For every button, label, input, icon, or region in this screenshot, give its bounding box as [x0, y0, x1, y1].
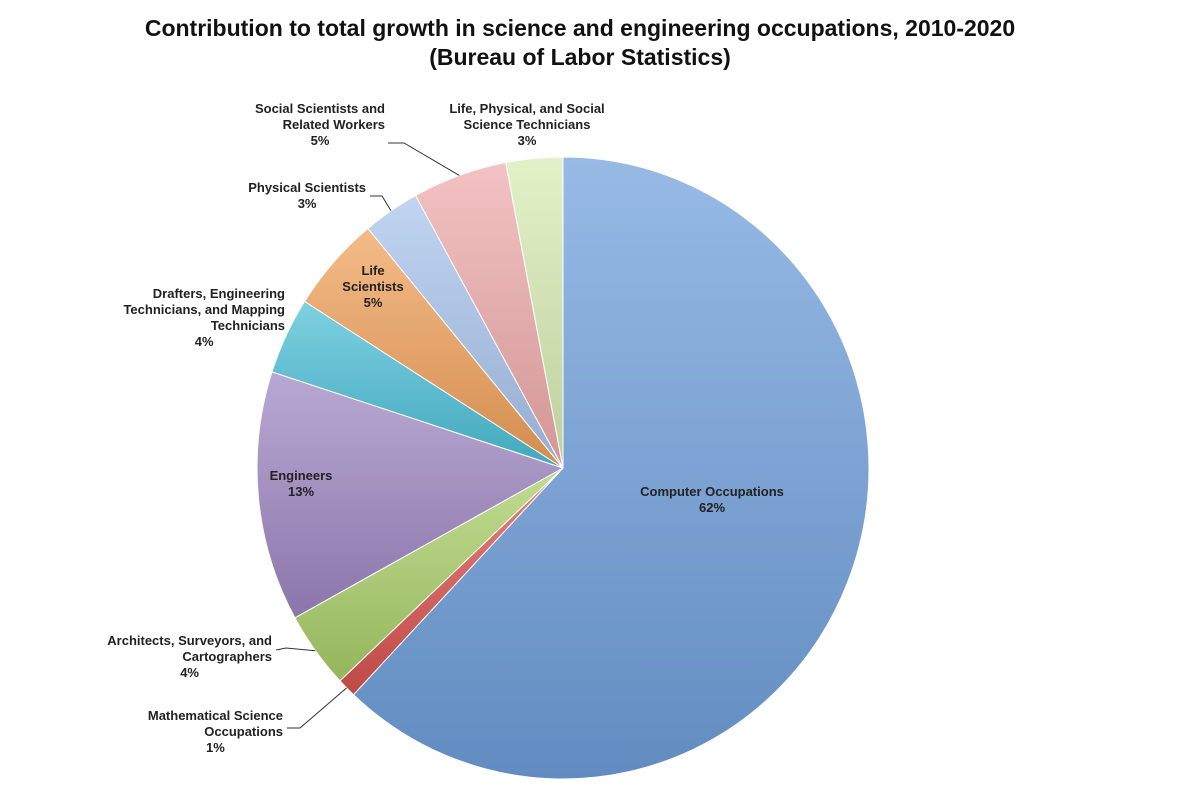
- slice-label-3: Engineers 13%: [270, 468, 333, 499]
- slice-label-line: Related Workers: [283, 117, 385, 132]
- slices-layer: [256, 156, 870, 780]
- slice-label-line: Cartographers: [182, 649, 272, 664]
- slice-percent: 3%: [298, 196, 317, 211]
- slice-label-7: Social Scientists and Related Workers 5%: [255, 101, 385, 148]
- slice-label-line: Physical Scientists: [248, 180, 366, 195]
- leader-line-2: [275, 647, 316, 652]
- slice-label-line: Occupations: [204, 724, 283, 739]
- slice-label-line: Life, Physical, and Social: [449, 101, 604, 116]
- leader-line-7: [388, 142, 460, 176]
- slice-percent: 4%: [180, 665, 199, 680]
- chart-subtitle: (Bureau of Labor Statistics): [429, 44, 731, 70]
- slice-label-8: Life, Physical, and Social Science Techni…: [449, 101, 604, 148]
- labels-layer: Computer Occupations 62% Mathematical Scie…: [107, 101, 784, 755]
- slice-label-line: Technicians: [211, 318, 285, 333]
- slice-percent: 3%: [518, 133, 537, 148]
- slice-label-2: Architects, Surveyors, and Cartographers 4…: [107, 633, 272, 680]
- slice-label-0: Computer Occupations 62%: [640, 484, 784, 515]
- slice-label-6: Physical Scientists 3%: [248, 180, 366, 211]
- slice-label-line: Science Technicians: [464, 117, 591, 132]
- slice-label-line: Mathematical Science: [148, 708, 283, 723]
- slice-percent: 5%: [311, 133, 330, 148]
- slice-percent: 4%: [195, 334, 214, 349]
- leader-line-1: [287, 687, 347, 729]
- slice-label-line: Technicians, and Mapping: [123, 302, 285, 317]
- slice-percent: 1%: [206, 740, 225, 755]
- slice-label-line: Computer Occupations: [640, 484, 784, 499]
- slice-percent: 5%: [364, 295, 383, 310]
- slice-label-1: Mathematical Science Occupations 1%: [148, 708, 283, 755]
- slice-label-line: Engineers: [270, 468, 333, 483]
- pie-slice-3: [256, 371, 565, 619]
- slice-label-line: Scientists: [342, 279, 403, 294]
- slice-label-line: Drafters, Engineering: [153, 286, 285, 301]
- slice-label-line: Life: [361, 263, 384, 278]
- pie-slice-0: [352, 156, 870, 780]
- slice-label-line: Architects, Surveyors, and: [107, 633, 272, 648]
- slice-label-5: Life Scientists 5%: [342, 263, 403, 310]
- leader-lines-layer: [275, 142, 460, 729]
- leader-line-6: [370, 195, 392, 212]
- chart-title-block: Contribution to total growth in science …: [0, 14, 1160, 72]
- slice-percent: 62%: [699, 500, 725, 515]
- slice-percent: 13%: [288, 484, 314, 499]
- pie-slice-8: [505, 156, 564, 469]
- slice-label-line: Social Scientists and: [255, 101, 385, 116]
- chart-title: Contribution to total growth in science …: [144, 15, 1016, 41]
- slice-label-4: Drafters, Engineering Technicians, and Ma…: [123, 286, 285, 349]
